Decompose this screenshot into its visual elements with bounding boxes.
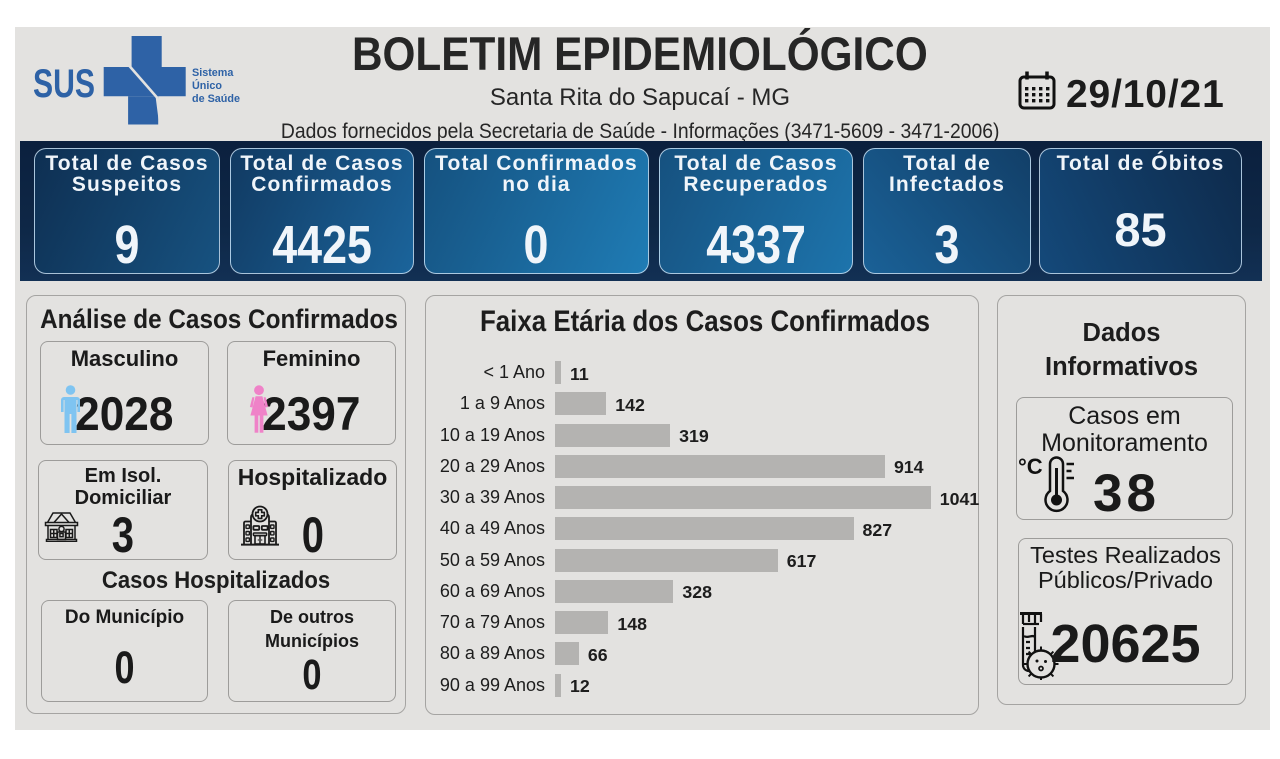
svg-text:Único: Único [192, 79, 222, 92]
svg-text:SUS: SUS [34, 62, 95, 106]
svg-text:de Saúde: de Saúde [192, 93, 240, 105]
svg-text:Sistema: Sistema [192, 67, 234, 79]
svg-text:°C: °C [1018, 454, 1043, 479]
